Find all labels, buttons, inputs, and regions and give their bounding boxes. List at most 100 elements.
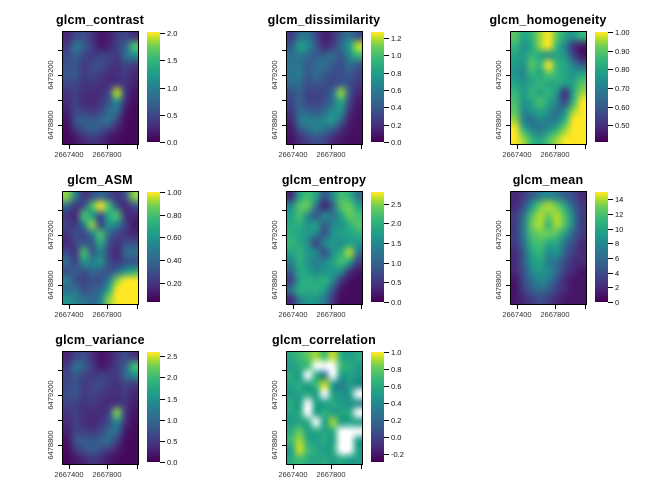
x-axis-tick (555, 145, 556, 149)
legend-tick-label: 0.50 (615, 121, 630, 130)
plot-box (62, 351, 139, 465)
x-axis-tick-label: 2667800 (92, 310, 122, 319)
panel-glcm_variance: glcm_variance 6479200 6478800 2667400 266780… (0, 320, 224, 480)
y-axis-tick-label: 6478800 (270, 430, 279, 460)
y-axis-tick-label: 6478800 (46, 270, 55, 300)
x-axis-tick-label: 2667800 (540, 150, 570, 159)
y-axis-tick (58, 210, 62, 211)
plot-box (510, 191, 587, 305)
legend-tick-label: 0.2 (391, 121, 402, 130)
legend-tick (608, 51, 613, 52)
legend-tick (384, 454, 389, 455)
x-axis-tick (69, 305, 70, 309)
legend-tick (160, 192, 165, 193)
legend-tick-label: 0.4 (391, 103, 402, 112)
legend-tick-label: 0.70 (615, 84, 630, 93)
y-axis-tick (506, 235, 510, 236)
legend-tick (384, 420, 389, 421)
y-axis-tick-label: 6479200 (270, 380, 279, 410)
legend-tick (384, 55, 389, 56)
legend-tick-label: 1.0 (167, 416, 178, 425)
panel-title: glcm_ASM (67, 173, 133, 187)
legend-colorbar (595, 32, 608, 142)
y-axis-tick (506, 50, 510, 51)
x-axis-tick (331, 305, 332, 309)
y-axis-tick-label: 6478800 (494, 270, 503, 300)
y-axis-tick (282, 370, 286, 371)
legend-tick-label: 8 (615, 239, 620, 248)
y-axis-tick (58, 285, 62, 286)
x-axis-tick-label: 2667400 (54, 310, 84, 319)
raster-image (511, 32, 586, 144)
y-axis-tick (58, 370, 62, 371)
legend-tick (160, 60, 165, 61)
x-axis-tick-label: 2667800 (92, 150, 122, 159)
legend-tick-label: 1.5 (391, 239, 402, 248)
y-axis-tick (58, 235, 62, 236)
y-axis-tick-label: 6478800 (270, 270, 279, 300)
y-axis-tick (58, 100, 62, 101)
y-axis-tick (58, 75, 62, 76)
legend-tick-label: 1.0 (391, 348, 402, 357)
y-axis-tick (282, 100, 286, 101)
legend-tick (608, 125, 613, 126)
legend-tick (384, 107, 389, 108)
y-axis-tick (58, 420, 62, 421)
legend-colorbar (147, 352, 160, 462)
legend-tick (384, 90, 389, 91)
legend-tick-label: 14 (615, 195, 624, 204)
legend-tick-label: 1.0 (167, 84, 178, 93)
y-axis-tick (282, 445, 286, 446)
y-axis-tick (282, 285, 286, 286)
x-axis-tick (585, 305, 586, 309)
legend-tick-label: 0.0 (391, 298, 402, 307)
y-axis-tick-label: 6479200 (494, 220, 503, 250)
legend-tick (608, 229, 613, 230)
legend-tick (384, 125, 389, 126)
raster-image (63, 352, 138, 464)
plot-box (286, 351, 363, 465)
legend-tick-label: 1.00 (167, 188, 182, 197)
legend-tick-label: 0.80 (615, 65, 630, 74)
legend-tick-label: 12 (615, 210, 624, 219)
legend-tick-label: 6 (615, 254, 620, 263)
legend-tick-label: 2.5 (167, 352, 178, 361)
panel-glcm_dissimilarity: glcm_dissimilarity 6479200 6478800 2667400 2… (224, 0, 448, 160)
panel-glcm_contrast: glcm_contrast 6479200 6478800 2667400 266780… (0, 0, 224, 160)
legend-tick (608, 32, 613, 33)
panel-title: glcm_homogeneity (489, 13, 607, 27)
legend-tick (160, 215, 165, 216)
legend-tick (384, 142, 389, 143)
y-axis-tick-label: 6478800 (46, 110, 55, 140)
legend-tick-label: 1.0 (391, 51, 402, 60)
legend-tick (160, 115, 165, 116)
y-axis-tick-label: 6479200 (270, 220, 279, 250)
legend-tick-label: 0 (615, 298, 620, 307)
y-axis-tick (282, 50, 286, 51)
legend-tick-label: 0.40 (167, 256, 182, 265)
legend-tick (608, 273, 613, 274)
x-axis-tick-label: 2667400 (278, 470, 308, 479)
panel-title: glcm_contrast (55, 13, 145, 27)
panel-glcm_mean: glcm_mean 6479200 6478800 2667400 2667800 14 1… (448, 160, 672, 320)
legend-tick-label: 0.60 (167, 233, 182, 242)
legend-tick (384, 369, 389, 370)
legend-tick (160, 377, 165, 378)
panel-title: glcm_dissimilarity (267, 13, 381, 27)
y-axis-tick-label: 6479200 (46, 60, 55, 90)
plot-box (62, 191, 139, 305)
x-axis-tick (69, 465, 70, 469)
x-axis-tick-label: 2667800 (540, 310, 570, 319)
panel-title: glcm_mean (512, 173, 584, 187)
legend-tick-label: 0.5 (391, 278, 402, 287)
x-axis-tick-label: 2667400 (502, 310, 532, 319)
x-axis-tick (107, 145, 108, 149)
y-axis-tick (282, 235, 286, 236)
legend-tick-label: 1.0 (391, 259, 402, 268)
x-axis-tick-label: 2667800 (316, 310, 346, 319)
y-axis-tick (506, 100, 510, 101)
legend-tick-label: 0.8 (391, 365, 402, 374)
legend-colorbar (147, 32, 160, 142)
y-axis-tick-label: 6479200 (46, 220, 55, 250)
legend-tick (608, 69, 613, 70)
